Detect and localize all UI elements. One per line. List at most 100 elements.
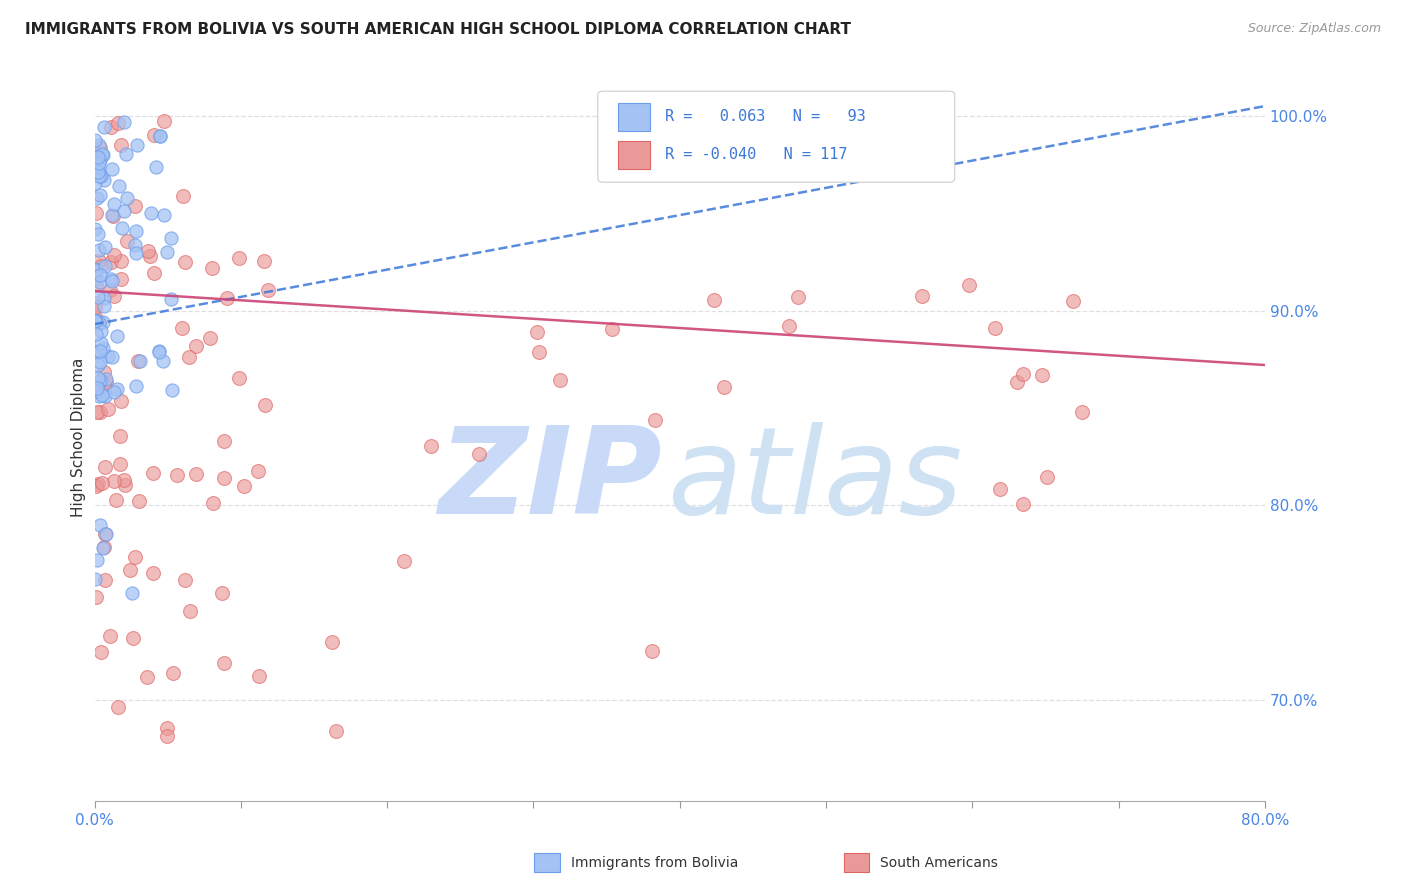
Point xyxy=(87,150,110,164)
Point xyxy=(93,541,115,555)
Point xyxy=(139,249,162,263)
Point xyxy=(96,527,118,541)
Point xyxy=(914,125,936,139)
Point xyxy=(91,341,114,355)
Point xyxy=(94,573,117,587)
Point xyxy=(127,137,149,152)
Point xyxy=(84,300,107,314)
Bar xyxy=(617,141,651,169)
Point xyxy=(87,290,110,304)
Point xyxy=(100,272,122,286)
Text: IMMIGRANTS FROM BOLIVIA VS SOUTH AMERICAN HIGH SCHOOL DIPLOMA CORRELATION CHART: IMMIGRANTS FROM BOLIVIA VS SOUTH AMERICA… xyxy=(25,22,851,37)
Point xyxy=(111,221,134,235)
Point xyxy=(98,284,121,298)
Point xyxy=(105,492,128,507)
Point xyxy=(988,482,1011,496)
Point xyxy=(93,377,115,392)
Point xyxy=(90,645,112,659)
Point xyxy=(84,479,107,493)
Point xyxy=(89,243,111,257)
Point xyxy=(86,552,108,566)
Point xyxy=(84,166,107,180)
Point xyxy=(91,315,114,329)
Point xyxy=(1011,367,1033,381)
Point xyxy=(94,376,117,390)
Point xyxy=(125,224,148,238)
Point xyxy=(1071,405,1094,419)
Point xyxy=(115,191,138,205)
Point xyxy=(87,375,110,389)
Point xyxy=(87,316,110,330)
Point xyxy=(103,248,125,262)
Point xyxy=(84,269,107,284)
Point xyxy=(110,272,132,286)
Point xyxy=(90,169,112,184)
Point xyxy=(641,644,664,658)
Point xyxy=(87,358,110,372)
Point xyxy=(86,405,108,419)
Point xyxy=(94,259,117,273)
Point xyxy=(156,245,179,260)
Point xyxy=(89,153,111,167)
Point xyxy=(122,632,145,646)
Text: ZIP: ZIP xyxy=(439,422,662,540)
Point xyxy=(186,339,208,353)
Point xyxy=(86,191,108,205)
Point xyxy=(87,477,110,491)
Point xyxy=(84,272,107,286)
Point xyxy=(89,389,111,403)
Point xyxy=(84,278,107,293)
Point xyxy=(1062,293,1084,308)
Point xyxy=(100,120,122,135)
Point xyxy=(87,155,110,169)
Point xyxy=(984,321,1007,335)
Point xyxy=(145,161,167,175)
Point xyxy=(911,289,934,303)
Point xyxy=(91,541,114,555)
Point xyxy=(112,473,135,487)
Point xyxy=(93,120,115,134)
Point xyxy=(142,566,165,581)
Point xyxy=(127,354,149,368)
Point xyxy=(957,278,980,293)
Point xyxy=(84,263,107,277)
Y-axis label: High School Diploma: High School Diploma xyxy=(72,358,86,516)
Point xyxy=(93,299,115,313)
Point xyxy=(114,147,136,161)
Point xyxy=(392,554,415,568)
Point xyxy=(86,344,108,359)
Text: Source: ZipAtlas.com: Source: ZipAtlas.com xyxy=(1247,22,1381,36)
Point xyxy=(89,355,111,369)
Point xyxy=(125,246,148,260)
Point xyxy=(110,429,132,443)
Point xyxy=(94,527,117,541)
Point xyxy=(247,669,270,683)
Point xyxy=(105,382,128,396)
Point xyxy=(94,460,117,475)
Point xyxy=(166,467,188,482)
Point xyxy=(84,177,107,191)
Point xyxy=(103,197,125,211)
Point xyxy=(97,402,120,417)
Point xyxy=(91,147,114,161)
Point xyxy=(84,133,107,147)
Point xyxy=(86,147,108,161)
Point xyxy=(110,394,132,409)
Point xyxy=(107,700,129,714)
Point xyxy=(201,496,224,510)
Point xyxy=(713,380,735,394)
Point xyxy=(172,189,194,203)
Point xyxy=(112,203,135,218)
Point xyxy=(94,372,117,386)
Point xyxy=(89,268,111,283)
Point xyxy=(142,466,165,480)
Point xyxy=(201,260,224,275)
Point xyxy=(787,291,810,305)
Point xyxy=(228,251,250,265)
Point xyxy=(179,604,201,618)
Point xyxy=(84,312,107,326)
Point xyxy=(124,238,146,252)
Text: Immigrants from Bolivia: Immigrants from Bolivia xyxy=(571,855,738,870)
Point xyxy=(644,413,666,427)
Point xyxy=(198,331,221,345)
